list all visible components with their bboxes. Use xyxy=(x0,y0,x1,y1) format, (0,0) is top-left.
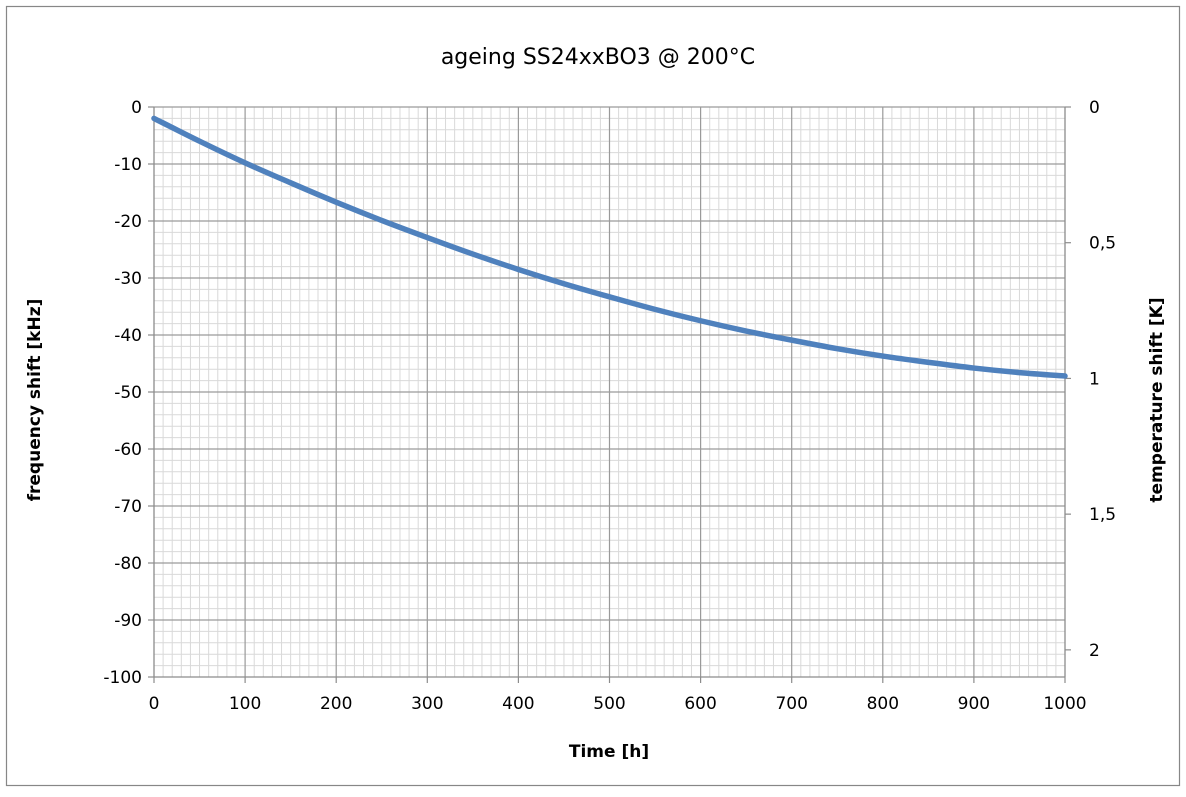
grid-major xyxy=(154,107,1065,677)
y2-axis-title: temperature shift [K] xyxy=(1147,297,1167,502)
x-tick-label: 1000 xyxy=(1043,694,1086,714)
y2-tick-label: 2 xyxy=(1089,641,1100,661)
y-tick-label: -90 xyxy=(114,611,142,631)
x-tick-label: 900 xyxy=(958,694,990,714)
x-tick-label: 400 xyxy=(502,694,534,714)
x-tick-label: 300 xyxy=(411,694,443,714)
y2-tick-label: 1,5 xyxy=(1089,505,1116,525)
y-axis-title: frequency shift [kHz] xyxy=(25,299,45,502)
series-line-frequency-shift xyxy=(151,115,1068,379)
y-tick-label: -30 xyxy=(114,269,142,289)
x-tick-label: 100 xyxy=(229,694,261,714)
x-tick-label: 0 xyxy=(149,694,160,714)
y-tick-label: -100 xyxy=(103,668,142,688)
y-tick-label: -10 xyxy=(114,155,142,175)
y2-tick-label: 0,5 xyxy=(1089,234,1116,254)
y-tick-label: -80 xyxy=(114,554,142,574)
y-tick-label: -50 xyxy=(114,383,142,403)
x-tick-label: 600 xyxy=(684,694,716,714)
y-tick-label: 0 xyxy=(131,98,142,118)
x-axis-title: Time [h] xyxy=(569,742,649,762)
y2-tick-label: 1 xyxy=(1089,369,1100,389)
tick-labels: 0 100 200 300 400 500 600 700 800 900 1000 0 -10 -20 -… xyxy=(103,98,1116,714)
x-tick-label: 800 xyxy=(867,694,899,714)
series-layer xyxy=(151,115,1068,379)
chart-title: ageing SS24xxBO3 @ 200°C xyxy=(441,45,755,70)
chart-frame xyxy=(5,5,1181,787)
y-tick-label: -20 xyxy=(114,212,142,232)
x-tick-label: 200 xyxy=(320,694,352,714)
y-tick-label: -40 xyxy=(114,326,142,346)
y-tick-label: -60 xyxy=(114,440,142,460)
axes xyxy=(148,106,1071,683)
y-tick-label: -70 xyxy=(114,497,142,517)
x-tick-label: 700 xyxy=(775,694,807,714)
x-tick-label: 500 xyxy=(593,694,625,714)
y2-tick-label: 0 xyxy=(1089,98,1100,118)
